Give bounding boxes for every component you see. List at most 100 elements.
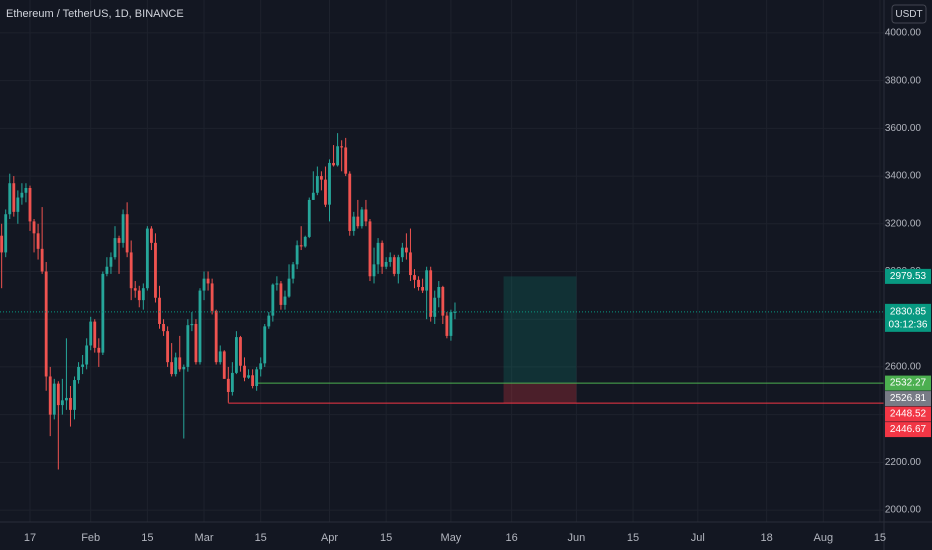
- candle-body: [340, 146, 344, 148]
- candle-body: [453, 311, 457, 313]
- stop-zone: [503, 383, 577, 404]
- stop-price-label: 2448.52: [890, 409, 927, 420]
- candle-body: [360, 209, 364, 227]
- candle-body: [65, 397, 68, 401]
- candle-body: [194, 323, 198, 363]
- candle-body: [332, 162, 335, 166]
- candle-body: [429, 270, 433, 317]
- currency-button[interactable]: [891, 4, 927, 24]
- target-zone: [503, 276, 577, 384]
- candle-body: [97, 347, 101, 353]
- y-tick-label: 4000.00: [885, 28, 922, 39]
- candle-body: [52, 383, 56, 415]
- price-label: 2526.81: [890, 393, 927, 404]
- candle-body: [222, 351, 226, 379]
- y-tick-label: 2200.00: [885, 457, 922, 468]
- candle-body: [133, 288, 137, 291]
- y-tick-label: 3400.00: [885, 171, 922, 182]
- candle-body: [263, 326, 267, 364]
- candle-body: [396, 257, 400, 274]
- candle-body: [218, 351, 222, 363]
- candle-body: [113, 238, 117, 258]
- candle-body: [352, 216, 356, 231]
- candle-body: [158, 297, 161, 324]
- candle-body: [121, 214, 125, 243]
- price-tag: [885, 391, 931, 407]
- candle-body: [170, 362, 174, 375]
- candle-body: [372, 264, 376, 277]
- candle-body: [425, 270, 429, 291]
- x-tick-label: 18: [760, 532, 772, 544]
- candle-body: [275, 283, 279, 285]
- candle-body: [247, 375, 250, 378]
- candle-body: [307, 199, 311, 237]
- candle-body: [230, 372, 234, 392]
- candle-body: [178, 357, 182, 370]
- candle-body: [69, 397, 72, 410]
- candle-body: [271, 284, 275, 316]
- candle-body: [400, 247, 404, 258]
- candle-body: [356, 216, 360, 227]
- x-tick-label: May: [441, 532, 462, 544]
- candle-body: [267, 315, 271, 327]
- candle-body: [162, 323, 165, 332]
- candle-body: [16, 197, 20, 212]
- candle-body: [40, 248, 44, 272]
- candle-body: [344, 147, 348, 174]
- candle-body: [198, 290, 202, 363]
- candle-body: [437, 287, 441, 298]
- candle-body: [8, 183, 12, 215]
- candle-body: [299, 245, 303, 247]
- candle-body: [85, 345, 89, 365]
- candle-body: [421, 287, 425, 291]
- candle-body: [32, 221, 36, 234]
- candle-body: [388, 257, 392, 262]
- x-tick-label: Jun: [568, 532, 586, 544]
- candle-body: [174, 357, 178, 375]
- x-tick-label: 15: [141, 532, 153, 544]
- candle-body: [392, 257, 396, 274]
- y-tick-label: 3200.00: [885, 218, 922, 229]
- candle-body: [239, 337, 242, 366]
- target-price-tag: [885, 268, 931, 284]
- candle-body: [311, 192, 315, 200]
- candle-body: [445, 315, 449, 336]
- x-tick-label: Mar: [195, 532, 214, 544]
- candle-body: [154, 242, 157, 298]
- x-tick-label: 16: [506, 532, 518, 544]
- candle-body: [441, 287, 445, 316]
- x-tick-label: 15: [874, 532, 886, 544]
- candle-body: [315, 176, 319, 193]
- candle-body: [125, 214, 129, 253]
- last-price-label: 2830.85: [890, 306, 927, 317]
- candle-body: [404, 247, 408, 253]
- candle-body: [190, 323, 194, 326]
- candle-body: [234, 337, 238, 373]
- candle-body: [20, 192, 24, 198]
- candle-body: [36, 233, 40, 249]
- target-price-label: 2979.53: [890, 271, 927, 282]
- candle-body: [105, 266, 109, 274]
- candle-body: [28, 187, 32, 222]
- x-tick-label: Feb: [81, 532, 100, 544]
- y-tick-label: 3800.00: [885, 75, 922, 86]
- x-tick-label: Jul: [691, 532, 705, 544]
- countdown: 03:12:36: [889, 319, 928, 330]
- candle-body: [60, 400, 64, 406]
- currency[interactable]: USDT: [895, 9, 922, 20]
- candle-body: [129, 252, 133, 289]
- candle-body: [77, 366, 80, 381]
- candle-body: [0, 235, 4, 253]
- candle-body: [24, 187, 28, 193]
- price-label: 2446.67: [890, 424, 927, 435]
- candle-body: [44, 271, 48, 377]
- y-tick-label: 2000.00: [885, 505, 922, 516]
- candle-body: [384, 261, 388, 267]
- candle-body: [324, 179, 327, 205]
- x-tick-label: 17: [24, 532, 36, 544]
- x-tick-label: Apr: [321, 532, 338, 544]
- candle-body: [328, 162, 331, 205]
- candle-body: [210, 283, 214, 311]
- candle-body: [182, 366, 186, 370]
